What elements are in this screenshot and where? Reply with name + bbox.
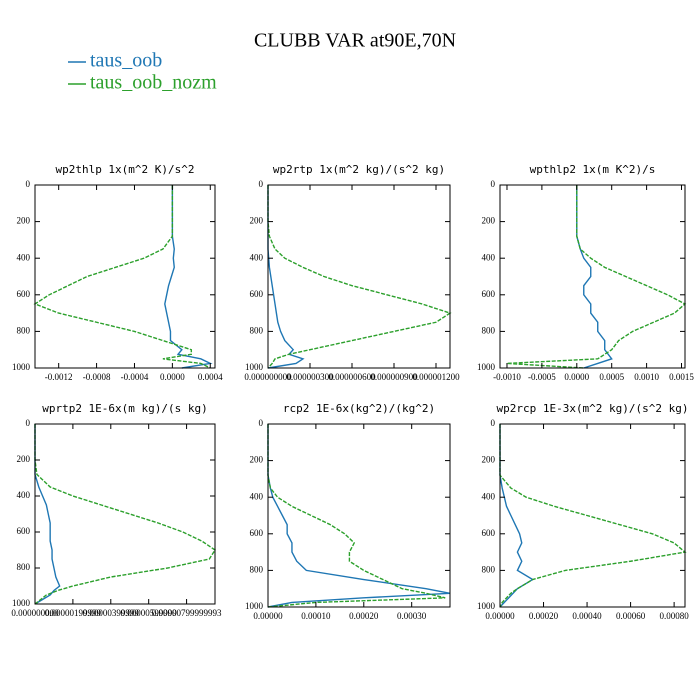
y-tick-label: 1000	[477, 601, 496, 611]
y-tick-label: 200	[250, 455, 264, 465]
x-tick-label: 0.00040	[572, 611, 602, 621]
x-tick-label: 0.00000599999	[121, 608, 178, 618]
series-line	[499, 424, 687, 608]
y-tick-label: 1000	[245, 601, 264, 611]
series-line	[576, 185, 613, 369]
subplot-title: wp2rcp 1E-3x(m^2 kg)/(s^2 kg)	[496, 402, 688, 415]
x-tick-label: -0.0010	[493, 372, 521, 382]
x-tick-label: 0.000000000	[244, 372, 292, 382]
y-tick-label: 600	[482, 289, 496, 299]
y-tick-label: 400	[250, 491, 264, 501]
series-line	[164, 185, 213, 369]
plot-frame	[267, 184, 451, 369]
x-tick-label: 0.00020	[529, 611, 559, 621]
x-tick-label: 0.0000	[564, 372, 589, 382]
x-tick-label: 0.000000300	[286, 372, 334, 382]
y-tick-label: 400	[482, 252, 496, 262]
x-tick-label: 0.00000199999	[45, 608, 102, 618]
plot-frame	[267, 423, 451, 608]
x-tick-label: 0.00000	[253, 611, 283, 621]
x-tick-label: 0.00060	[616, 611, 646, 621]
x-tick-label: -0.0004	[121, 372, 149, 382]
y-tick-label: 1000	[477, 362, 496, 372]
y-tick-label: 800	[17, 562, 31, 572]
y-tick-label: 0	[491, 418, 496, 428]
x-tick-label: 0.0005	[599, 372, 624, 382]
y-tick-label: 400	[17, 490, 31, 500]
figure-title: CLUBB VAR at90E,70N	[254, 30, 456, 52]
x-tick-label: 0.000000600	[328, 372, 376, 382]
y-tick-label: 600	[17, 289, 31, 299]
x-tick-label: -0.0008	[83, 372, 111, 382]
legend-label: taus_oob	[90, 50, 162, 72]
series-line	[267, 185, 452, 369]
subplot-title: wp2rtp 1x(m^2 kg)/(s^2 kg)	[273, 163, 445, 176]
plot-frame	[499, 423, 686, 608]
x-tick-label: 0.0000	[160, 372, 185, 382]
y-tick-label: 800	[482, 564, 496, 574]
plot-frame	[34, 423, 216, 605]
subplot-title: wp2thlp 1x(m^2 K)/s^2	[55, 163, 194, 176]
y-tick-label: 200	[250, 216, 264, 226]
x-tick-label: 0.000000000	[11, 608, 59, 618]
series-line	[499, 424, 535, 608]
x-tick-label: -0.0012	[45, 372, 73, 382]
y-tick-label: 200	[482, 455, 496, 465]
x-tick-label: 0.0010	[634, 372, 659, 382]
x-tick-label: 0.000001200	[412, 372, 460, 382]
x-tick-label: 0.00000	[485, 611, 515, 621]
y-tick-label: 1000	[245, 362, 264, 372]
x-tick-label: 0.00010	[301, 611, 331, 621]
y-tick-label: 800	[250, 564, 264, 574]
x-tick-label: 0.00000799999993	[152, 608, 222, 618]
y-tick-label: 600	[482, 528, 496, 538]
x-tick-label: 0.00000399999	[83, 608, 140, 618]
x-tick-label: 0.0004	[198, 372, 223, 382]
y-tick-label: 600	[250, 289, 264, 299]
y-tick-label: 1000	[12, 598, 31, 608]
plot-frame	[499, 184, 686, 369]
x-tick-label: 0.00030	[397, 611, 427, 621]
plot-frame	[34, 184, 216, 369]
series-line	[34, 424, 216, 605]
y-tick-label: 0	[259, 418, 264, 428]
y-tick-label: 600	[250, 528, 264, 538]
y-tick-label: 400	[250, 252, 264, 262]
y-tick-label: 400	[17, 252, 31, 262]
series-line	[34, 424, 61, 605]
subplot-title: rcp2 1E-6x(kg^2)/(kg^2)	[283, 402, 435, 415]
subplot-title: wprtp2 1E-6x(m kg)/(s kg)	[42, 402, 208, 415]
x-tick-label: 0.0015	[669, 372, 694, 382]
y-tick-label: 1000	[12, 362, 31, 372]
subplot-title: wpthlp2 1x(m K^2)/s	[530, 163, 656, 176]
y-tick-label: 0	[26, 418, 31, 428]
y-tick-label: 0	[491, 179, 496, 189]
series-line	[267, 424, 446, 608]
x-tick-label: 0.00020	[349, 611, 379, 621]
y-tick-label: 0	[259, 179, 264, 189]
legend-label: taus_oob_nozm	[90, 72, 217, 94]
y-tick-label: 200	[482, 216, 496, 226]
y-tick-label: 200	[17, 216, 31, 226]
y-tick-label: 800	[482, 325, 496, 335]
y-tick-label: 200	[17, 454, 31, 464]
y-tick-label: 800	[17, 325, 31, 335]
y-tick-label: 600	[17, 526, 31, 536]
y-tick-label: 400	[482, 491, 496, 501]
x-tick-label: -0.0005	[528, 372, 556, 382]
y-tick-label: 0	[26, 179, 31, 189]
x-tick-label: 0.000000900	[370, 372, 418, 382]
x-tick-label: 0.00080	[659, 611, 689, 621]
y-tick-label: 800	[250, 325, 264, 335]
